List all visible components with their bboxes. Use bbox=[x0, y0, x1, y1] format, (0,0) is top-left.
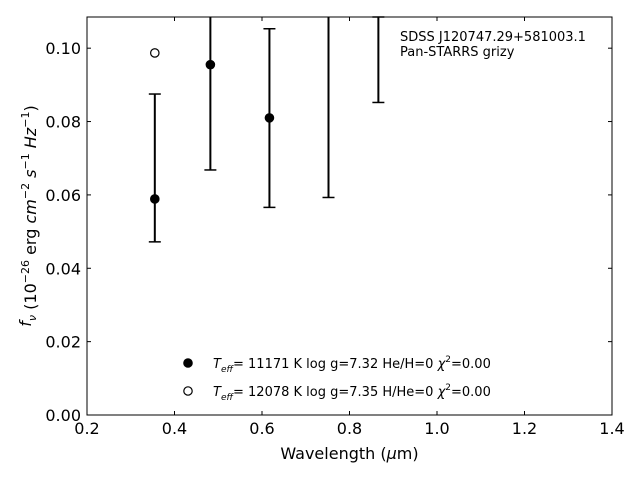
y-tick-label: 0.00 bbox=[45, 406, 81, 425]
legend-marker-filled bbox=[183, 358, 193, 368]
model-point-open bbox=[150, 48, 160, 58]
y-tick-label: 0.08 bbox=[45, 113, 81, 132]
x-tick-label: 0.6 bbox=[249, 419, 274, 438]
x-tick-label: 0.8 bbox=[337, 419, 362, 438]
y-tick-label: 0.02 bbox=[45, 333, 81, 352]
x-tick-label: 0.2 bbox=[74, 419, 99, 438]
y-tick-label: 0.04 bbox=[45, 259, 81, 278]
y-tick-label: 0.10 bbox=[45, 39, 81, 58]
plot-frame bbox=[86, 16, 613, 416]
annotation-line: Pan-STARRS grizy bbox=[400, 45, 515, 60]
x-tick-label: 1.2 bbox=[512, 419, 537, 438]
model-point-filled bbox=[150, 194, 160, 204]
x-tick-label: 1.0 bbox=[424, 419, 449, 438]
legend-entry: Teff= 11171 K log g=7.32 He/H=0 χ2=0.00 bbox=[213, 355, 491, 375]
y-axis-label: fν (10−26 erg cm−2 s−1 Hz−1) bbox=[16, 105, 40, 326]
y-tick-label: 0.06 bbox=[45, 186, 81, 205]
annotation-line: SDSS J120747.29+581003.1 bbox=[400, 30, 586, 45]
legend-marker-open bbox=[183, 386, 193, 396]
y-axis-label-group: fν (10−26 erg cm−2 s−1 Hz−1) bbox=[16, 105, 40, 326]
model-point-filled bbox=[205, 59, 216, 70]
legend-entry: Teff= 12078 K log g=7.35 H/He=0 χ2=0.00 bbox=[213, 383, 491, 403]
x-tick-label: 1.4 bbox=[599, 419, 624, 438]
x-axis-label: Wavelength (μm) bbox=[280, 444, 418, 463]
x-tick-label: 0.4 bbox=[162, 419, 187, 438]
model-point-filled bbox=[264, 113, 275, 123]
